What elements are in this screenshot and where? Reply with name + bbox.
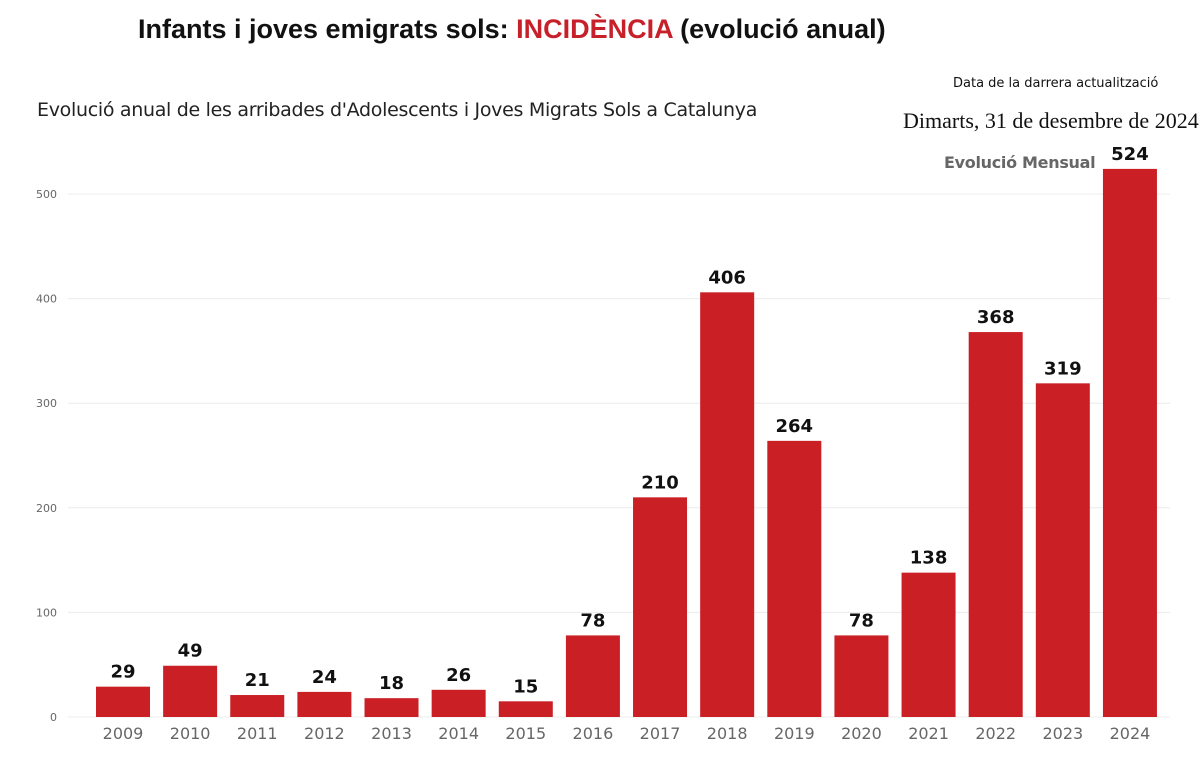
x-tick-label: 2024 (1110, 724, 1151, 743)
data-label: 21 (245, 670, 270, 691)
bar (96, 686, 150, 717)
update-date: Dimarts, 31 de desembre de 2024 (903, 108, 1199, 133)
y-tick-label: 100 (36, 606, 57, 619)
bar (700, 292, 755, 717)
x-tick-label: 2020 (841, 724, 882, 743)
x-tick-label: 2023 (1042, 724, 1083, 743)
bar (364, 698, 419, 717)
bar (633, 497, 688, 717)
x-tick-label: 2016 (573, 724, 614, 743)
data-label: 15 (513, 676, 538, 697)
page-title: Infants i joves emigrats sols: INCIDÈNCI… (138, 14, 886, 45)
title-highlight: INCIDÈNCIA (516, 14, 673, 44)
bar (1035, 383, 1090, 717)
bar (1102, 168, 1157, 717)
bar (565, 635, 620, 717)
data-label: 319 (1044, 358, 1082, 379)
x-tick-label: 2021 (908, 724, 949, 743)
y-tick-label: 200 (36, 502, 57, 515)
data-label: 18 (379, 673, 404, 694)
x-tick-label: 2012 (304, 724, 345, 743)
x-tick-label: 2022 (975, 724, 1016, 743)
bar (498, 701, 553, 717)
title-prefix: Infants i joves emigrats sols: (138, 14, 517, 44)
x-tick-label: 2017 (640, 724, 681, 743)
title-suffix: (evolució anual) (672, 14, 886, 44)
chart-title: Evolució anual de les arribades d'Adoles… (37, 99, 758, 121)
data-label: 78 (849, 610, 874, 631)
y-tick-label: 400 (36, 293, 57, 306)
bar (901, 572, 956, 717)
bar (767, 440, 822, 717)
bar (968, 332, 1023, 717)
data-label: 368 (977, 307, 1015, 328)
data-label: 138 (910, 548, 948, 569)
bar (297, 691, 352, 717)
y-tick-label: 0 (50, 711, 57, 724)
data-label: 210 (641, 472, 679, 493)
x-tick-label: 2010 (170, 724, 211, 743)
x-tick-label: 2019 (774, 724, 815, 743)
bar (431, 689, 486, 717)
data-label: 29 (110, 662, 135, 683)
y-tick-label: 500 (36, 188, 57, 201)
x-tick-label: 2014 (438, 724, 479, 743)
bar (834, 635, 889, 717)
bar (230, 695, 285, 717)
data-label: 49 (178, 641, 203, 662)
data-label: 24 (312, 667, 337, 688)
x-tick-label: 2018 (707, 724, 748, 743)
y-tick-label: 300 (36, 397, 57, 410)
data-label: 26 (446, 665, 471, 686)
bar (163, 665, 218, 717)
data-label: 78 (580, 610, 605, 631)
update-label: Data de la darrera actualització (953, 76, 1159, 91)
x-tick-label: 2015 (505, 724, 546, 743)
data-label: 264 (776, 416, 814, 437)
data-label: 524 (1111, 144, 1149, 165)
data-label: 406 (708, 267, 746, 288)
x-tick-label: 2011 (237, 724, 278, 743)
x-tick-label: 2013 (371, 724, 412, 743)
monthly-evolution-button[interactable]: Evolució Mensual (944, 153, 1096, 172)
x-tick-label: 2009 (103, 724, 144, 743)
